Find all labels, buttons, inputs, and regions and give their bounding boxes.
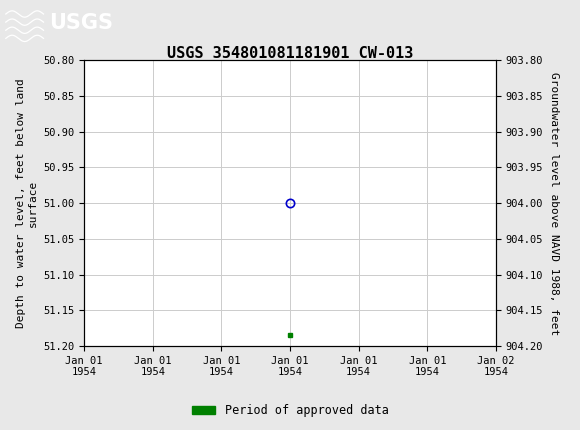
Text: USGS 354801081181901 CW-013: USGS 354801081181901 CW-013 (167, 46, 413, 61)
Y-axis label: Depth to water level, feet below land
surface: Depth to water level, feet below land su… (16, 78, 38, 328)
Text: USGS: USGS (49, 12, 113, 33)
Legend: Period of approved data: Period of approved data (187, 399, 393, 422)
Y-axis label: Groundwater level above NAVD 1988, feet: Groundwater level above NAVD 1988, feet (549, 71, 559, 335)
